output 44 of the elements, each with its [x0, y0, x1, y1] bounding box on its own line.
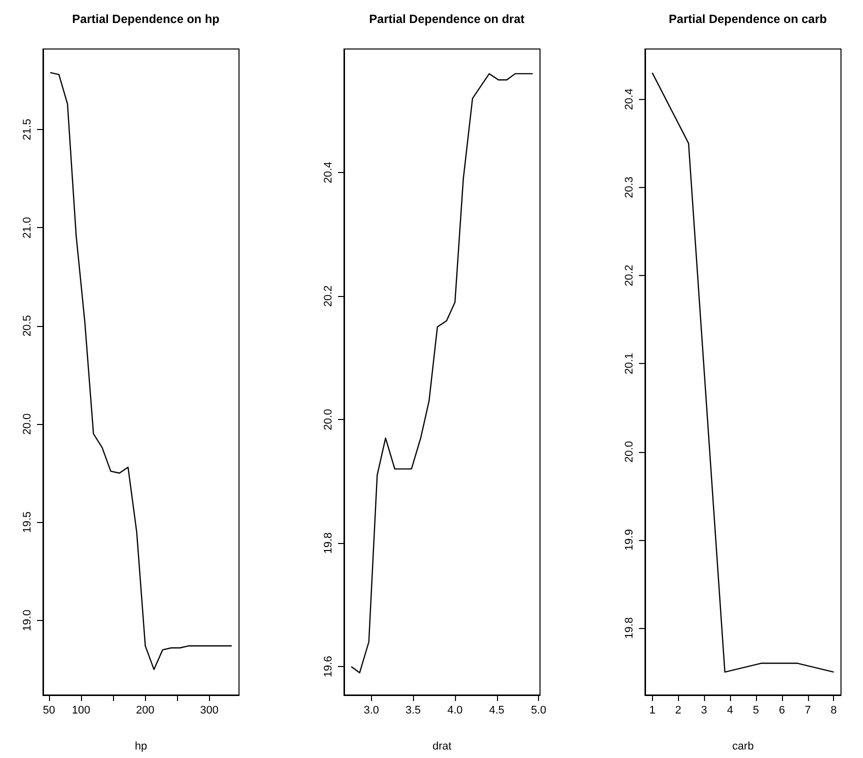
- y-tick-label: 20.5: [22, 315, 34, 337]
- y-tick-label: 20.4: [624, 88, 636, 110]
- x-axis-title: carb: [732, 740, 754, 752]
- y-tick-label: 19.8: [624, 617, 636, 639]
- line-series: [50, 72, 232, 670]
- x-axis-title: drat: [432, 740, 452, 752]
- y-tick-label: 20.2: [322, 285, 334, 307]
- y-tick-label: 20.4: [322, 162, 334, 184]
- x-tick-label: 3: [701, 704, 708, 716]
- x-tick-label: 300: [200, 704, 218, 716]
- y-tick-label: 21.0: [22, 216, 34, 238]
- y-tick-label: 20.1: [624, 352, 636, 374]
- x-tick-label: 200: [136, 704, 154, 716]
- x-tick-label: 3.5: [405, 704, 420, 716]
- chart-title: Partial Dependence on hp: [72, 12, 220, 26]
- x-tick-label: 8: [831, 704, 838, 716]
- x-tick-label: 4: [727, 704, 734, 716]
- x-tick-label: 50: [42, 704, 56, 716]
- x-tick-label: 2: [675, 704, 682, 716]
- x-tick-label: 5: [753, 704, 760, 716]
- y-tick-label: 20.0: [322, 408, 334, 430]
- x-tick-label: 4.0: [446, 704, 462, 716]
- x-tick-label: 5.0: [530, 704, 546, 716]
- y-tick-label: 19.8: [322, 532, 334, 554]
- x-tick-label: 3.0: [363, 704, 379, 716]
- line-series: [350, 73, 533, 674]
- y-tick-label: 19.6: [322, 656, 334, 678]
- x-axis-title: hp: [134, 740, 148, 752]
- y-tick-label: 20.3: [624, 176, 636, 198]
- y-tick-label: 19.5: [22, 512, 34, 533]
- y-tick-label: 20.0: [22, 413, 34, 435]
- x-tick-label: 7: [805, 704, 812, 716]
- chart-title: Partial Dependence on carb: [669, 12, 828, 26]
- line-series: [652, 72, 835, 673]
- y-tick-label: 19.9: [624, 529, 636, 551]
- x-tick-label: 1: [650, 704, 656, 716]
- x-tick-label: 4.5: [488, 704, 504, 716]
- y-tick-label: 20.0: [624, 441, 636, 462]
- y-tick-label: 19.0: [22, 610, 34, 632]
- x-tick-label: 6: [779, 704, 786, 716]
- y-tick-label: 21.5: [22, 118, 34, 140]
- chart-title: Partial Dependence on drat: [368, 12, 524, 26]
- x-tick-label: 100: [72, 704, 90, 716]
- y-tick-label: 20.2: [624, 264, 636, 286]
